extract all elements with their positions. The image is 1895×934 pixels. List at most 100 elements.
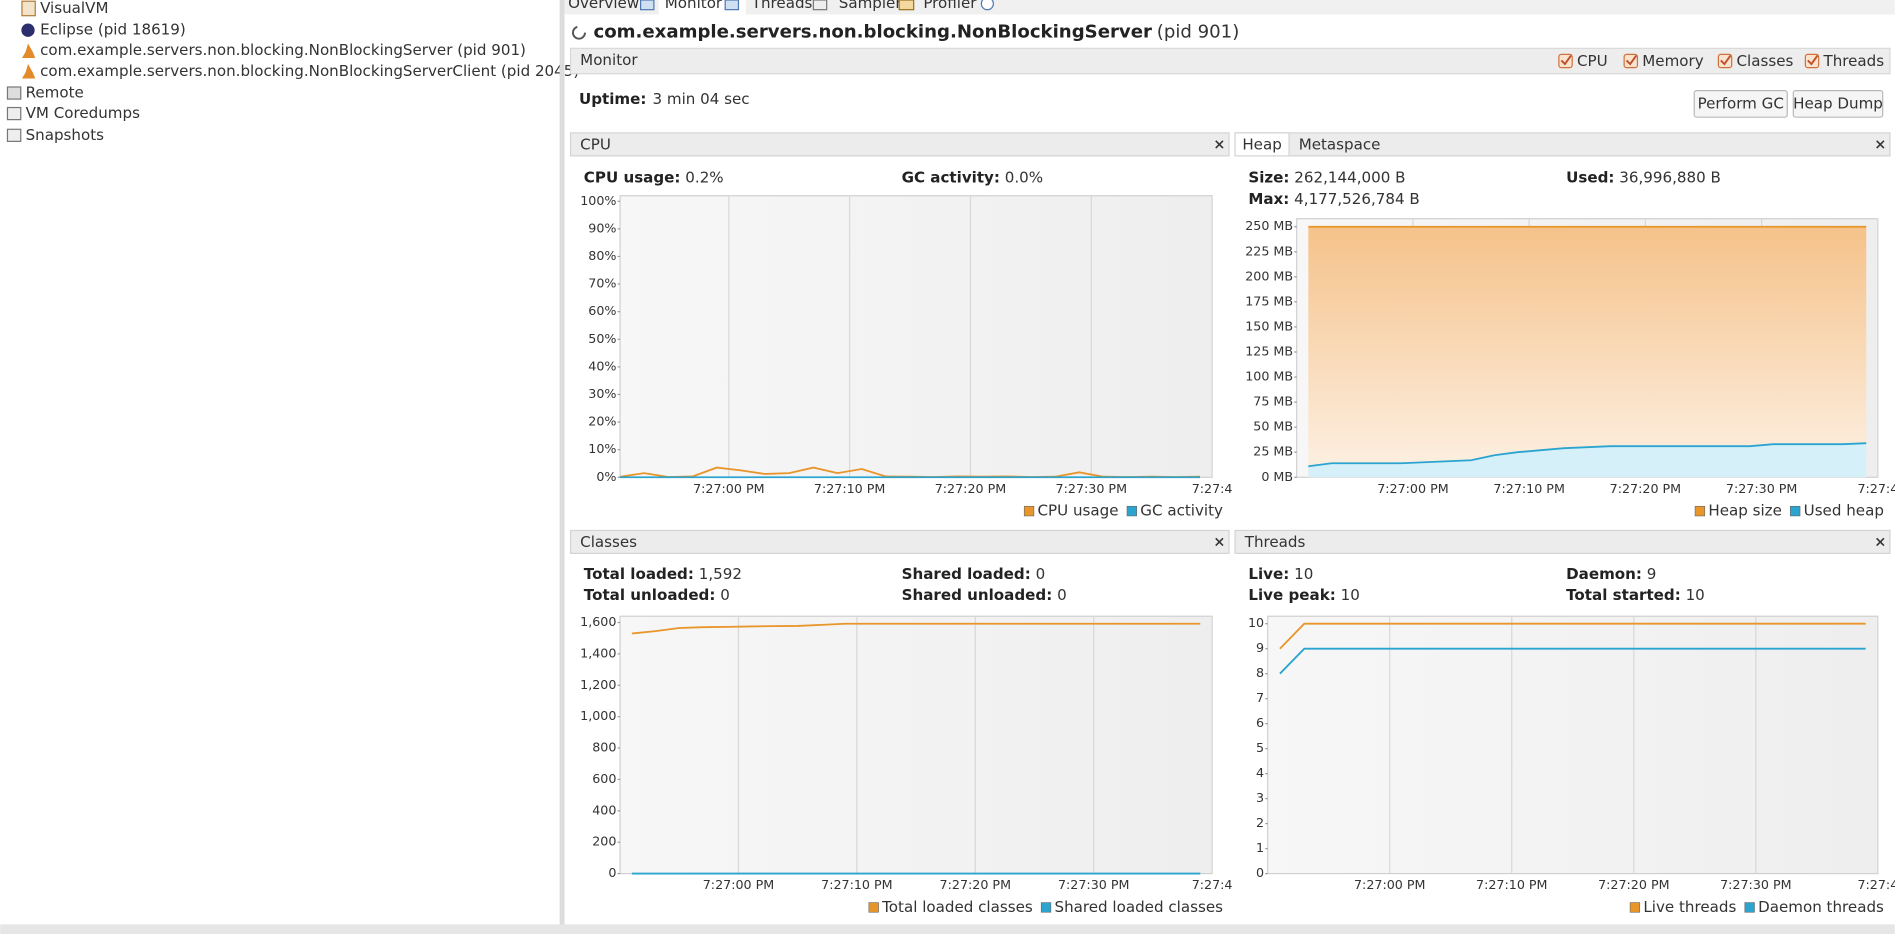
y-tick-label: 20% (588, 414, 616, 429)
y-tick-label: 70% (588, 276, 616, 291)
checkbox[interactable]: Memory (1623, 52, 1704, 70)
y-tick-label: 25 MB (1253, 444, 1293, 459)
tree-item[interactable]: VM Coredumps (26, 104, 141, 122)
y-tick-label: 1,200 (580, 677, 616, 692)
x-tick-label: 7:27:4 (1857, 877, 1895, 892)
stat-value: 10 (1294, 564, 1313, 582)
tree-item[interactable]: Remote (26, 84, 84, 102)
tree-item[interactable]: Snapshots (26, 126, 105, 144)
button[interactable] (1693, 90, 1788, 118)
stat: Shared unloaded: 0 (902, 586, 1067, 604)
stat-value: 36,996,880 B (1619, 168, 1721, 186)
y-tick-label: 60% (588, 303, 616, 318)
checkbox[interactable]: CPU (1558, 52, 1608, 70)
x-tick-label: 7:27:4 (1192, 481, 1233, 496)
app-tree: VisualVM Eclipse (pid 18619) com.example… (6, 0, 579, 144)
checkmark[interactable] (1625, 55, 1638, 66)
line (1279, 622, 1866, 650)
x-tick-label: 7:27:10 PM (821, 877, 892, 892)
tab[interactable]: Overview (568, 0, 639, 12)
plot-area (619, 615, 1213, 875)
close-button[interactable] (1876, 140, 1885, 149)
stat-value: 10 (1686, 586, 1705, 604)
button-label[interactable]: Perform GC (1698, 94, 1784, 112)
x-tick-label: 7:27:30 PM (1056, 481, 1127, 496)
icon (639, 0, 655, 11)
y-tick-label: 250 MB (1245, 218, 1293, 233)
stat-value: 4,177,526,784 B (1294, 189, 1420, 207)
stat: Shared loaded: 0 (902, 564, 1046, 582)
y-tick-label: 800 (592, 740, 616, 755)
checkmark[interactable] (1807, 55, 1819, 66)
checkbox-label[interactable]: Memory (1642, 52, 1703, 70)
x-tick-label: 7:27:00 PM (693, 481, 764, 496)
panel-tab-label[interactable]: Metaspace (1299, 135, 1381, 153)
y-tick-label: 200 (592, 834, 616, 849)
tree-item[interactable]: Eclipse (pid 18619) (40, 21, 186, 39)
tree-item[interactable]: com.example.servers.non.blocking.NonBloc… (40, 62, 579, 80)
icon (980, 0, 995, 11)
close-button[interactable] (1215, 537, 1224, 547)
tree-item[interactable]: VisualVM (40, 0, 108, 17)
stat-value: 10 (1341, 586, 1360, 604)
legend-label: Heap size (1708, 502, 1782, 520)
stat-label: Daemon: (1566, 564, 1642, 582)
legend-swatch (868, 902, 879, 913)
chart-panel: CPU CPU usage: 0.2% GC activity: 0.0% 7:27:00… (569, 132, 1233, 520)
x-tick-label: 7:27:4 (1857, 481, 1895, 496)
tab[interactable]: Monitor (665, 0, 723, 12)
legend-label: GC activity (1140, 502, 1223, 520)
stat: GC activity: 0.0% (902, 168, 1044, 186)
stat-label: Live: (1248, 564, 1289, 582)
y-tick-label: 4 (1256, 765, 1264, 780)
y-tick-label: 0% (596, 469, 616, 484)
chart-panel: Heap Metaspace Size: 262,144,000 B Used: 36,9… (1234, 132, 1895, 520)
y-tick-label: 6 (1256, 715, 1264, 730)
checkbox[interactable]: Classes (1717, 52, 1794, 70)
checkbox-label[interactable]: Classes (1737, 52, 1794, 70)
y-tick-label: 200 MB (1245, 268, 1293, 283)
icon (21, 64, 36, 79)
x-tick-label: 7:27:20 PM (935, 481, 1006, 496)
legend-swatch (1694, 505, 1706, 517)
stat: Total started: 10 (1566, 586, 1705, 604)
checkmark[interactable] (1560, 55, 1572, 66)
button[interactable] (1792, 90, 1884, 118)
checkbox-label[interactable]: CPU (1577, 52, 1608, 70)
y-tick-label: 10 (1248, 615, 1264, 630)
stat: Size: 262,144,000 B (1248, 168, 1405, 186)
checkbox[interactable]: Threads (1804, 52, 1885, 70)
legend-label: Shared loaded classes (1055, 898, 1224, 916)
checkmark[interactable] (1720, 55, 1732, 66)
panel-tab[interactable] (1234, 132, 1290, 157)
checkbox-label[interactable]: Threads (1823, 52, 1885, 70)
tab[interactable]: Sampler (839, 0, 903, 12)
x-tick-label: 7:27:20 PM (1610, 481, 1681, 496)
y-tick-label: 125 MB (1245, 343, 1293, 358)
tree-item[interactable]: com.example.servers.non.blocking.NonBloc… (40, 41, 526, 59)
stat-label: Size: (1248, 168, 1289, 186)
icon (6, 106, 22, 121)
x-tick-label: 7:27:10 PM (1493, 481, 1564, 496)
stat-label: Max: (1248, 189, 1289, 207)
legend-label: Total loaded classes (881, 898, 1033, 916)
legend-label: Live threads (1643, 898, 1736, 916)
stat-label: Shared loaded: (902, 564, 1031, 582)
panel-tab-label[interactable]: Heap (1242, 135, 1281, 153)
close-button[interactable] (1215, 140, 1224, 149)
tab[interactable]: Threads (751, 0, 813, 12)
icon (21, 0, 36, 17)
panel-title: CPU (580, 135, 611, 153)
status-bar (0, 924, 1895, 934)
stat: Daemon: 9 (1566, 564, 1656, 582)
stat-value: 0.2% (685, 168, 723, 186)
close-button[interactable] (1876, 537, 1885, 547)
tab[interactable]: Profiler (923, 0, 977, 12)
x-tick-label: 7:27:00 PM (1377, 481, 1448, 496)
button-label[interactable]: Heap Dump (1793, 94, 1883, 112)
x-tick-label: 7:27:30 PM (1058, 877, 1129, 892)
stat-value: 0 (1036, 564, 1046, 582)
y-tick-label: 0 (1256, 865, 1264, 880)
y-tick-label: 10% (588, 441, 616, 456)
